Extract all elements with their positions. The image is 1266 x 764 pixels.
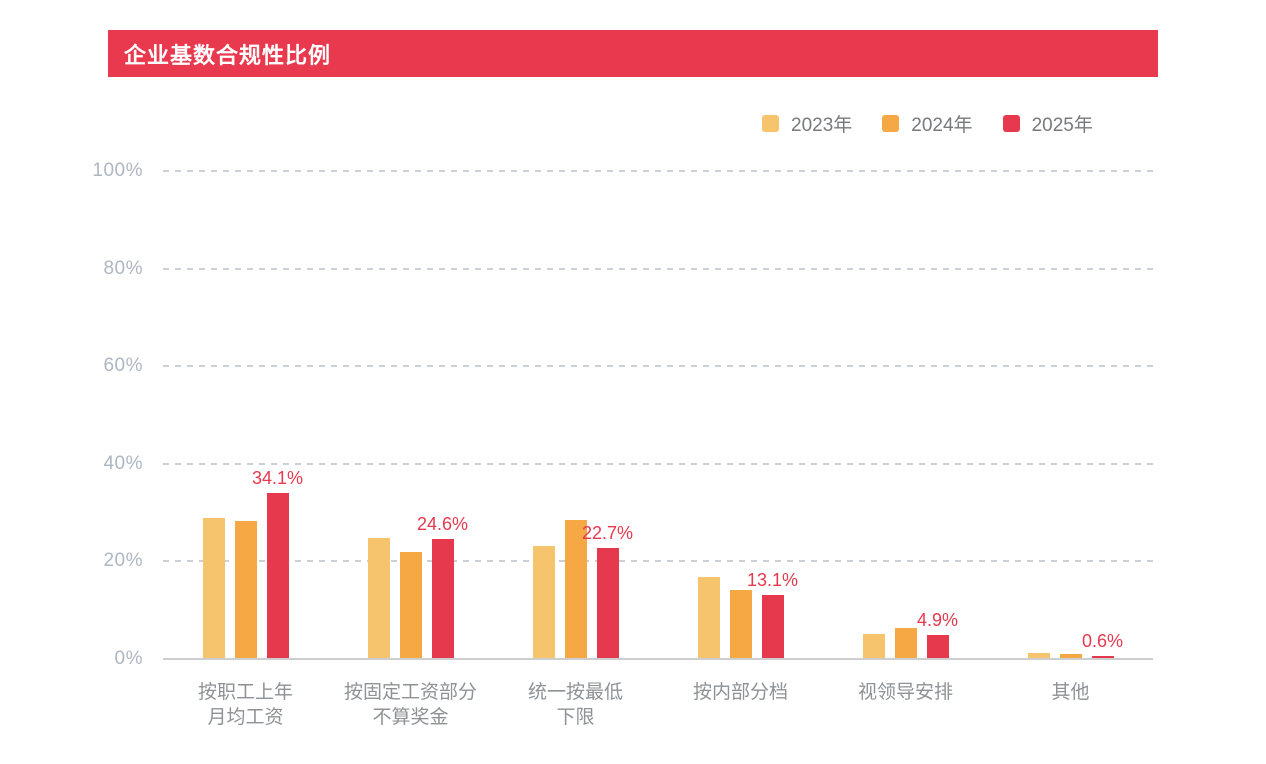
x-axis-category-label: 视领导安排 xyxy=(857,682,953,703)
y-axis-tick-label: 40% xyxy=(103,452,143,474)
legend-label: 2023年 xyxy=(791,115,853,136)
y-axis-tick-label: 20% xyxy=(103,550,143,572)
bar-2025: 34.1% xyxy=(252,468,303,659)
bar-value-label: 22.7% xyxy=(581,523,634,544)
x-axis-category-label: 统一按最低 下限 xyxy=(527,682,623,728)
y-axis-tick-label: 0% xyxy=(114,648,143,669)
gridline-80% xyxy=(163,267,1153,270)
legend-item-2024[interactable]: 2024年 xyxy=(882,110,973,137)
bar-value-label: 4.9% xyxy=(916,610,959,631)
bar-value-label: 24.6% xyxy=(416,513,469,534)
y-axis-tick-label: 80% xyxy=(103,257,143,279)
legend-item-2023[interactable]: 2023年 xyxy=(762,110,852,137)
bar-2024 xyxy=(234,521,257,659)
bar-group: 22.7% xyxy=(493,171,658,659)
bar-group: 13.1% xyxy=(658,171,823,659)
x-axis-category-label: 按固定工资部分 不算奖金 xyxy=(343,682,477,728)
legend-swatch-icon xyxy=(882,115,900,132)
bar-2024 xyxy=(729,590,752,659)
y-axis-tick-label: 100% xyxy=(92,160,143,181)
gridline-60% xyxy=(163,365,1153,368)
gridline-100% xyxy=(163,170,1153,172)
chart-title-banner: 企业基数合规性比例 xyxy=(108,30,1158,77)
legend: 2023年 2024年 2025年 xyxy=(762,110,1093,137)
bar-group: 4.9% xyxy=(823,171,988,659)
bar-2024 xyxy=(894,628,917,659)
bar-value-label: 0.6% xyxy=(1081,631,1124,652)
legend-label: 2024年 xyxy=(911,115,973,136)
bar-2025: 0.6% xyxy=(1082,631,1123,659)
x-axis-line xyxy=(163,658,1153,660)
bar-2023 xyxy=(862,634,885,659)
bar-group: 0.6% xyxy=(988,171,1153,659)
bar-group: 34.1% xyxy=(163,171,328,659)
legend-label: 2025年 xyxy=(1031,115,1093,136)
bar-value-label: 34.1% xyxy=(251,467,304,488)
bar-2025: 22.7% xyxy=(582,523,633,659)
y-axis-tick-label: 60% xyxy=(103,355,143,377)
bar-2025: 13.1% xyxy=(747,570,798,659)
bar-2025: 4.9% xyxy=(917,610,958,659)
bar-2023 xyxy=(697,577,720,659)
x-axis-category-label: 按职工上年 月均工资 xyxy=(197,682,293,728)
bar-chart: 34.1% 24.6% 22.7% 13.1% 4.9% 0.6% 按职工上年 月均工资 按… xyxy=(92,160,1153,728)
gridline-20% xyxy=(163,560,1153,563)
bar-value-label: 13.1% xyxy=(746,570,799,591)
x-axis-category-label: 其他 xyxy=(1051,682,1090,703)
bar-2025: 24.6% xyxy=(417,514,468,659)
legend-swatch-icon xyxy=(1002,115,1020,132)
gridline-40% xyxy=(163,462,1153,465)
bar-2023 xyxy=(367,537,390,659)
legend-item-2025[interactable]: 2025年 xyxy=(1002,110,1093,137)
x-axis-category-label: 按内部分档 xyxy=(692,682,788,703)
bar-2023 xyxy=(202,517,225,659)
bar-2024 xyxy=(564,520,587,659)
bar-2024 xyxy=(399,552,422,659)
bar-group: 24.6% xyxy=(328,171,493,659)
legend-swatch-icon xyxy=(762,115,779,132)
chart-title: 企业基数合规性比例 xyxy=(124,42,332,68)
bar-2023 xyxy=(1027,653,1050,659)
bar-2023 xyxy=(532,545,555,659)
bar-2024 xyxy=(1059,654,1082,659)
